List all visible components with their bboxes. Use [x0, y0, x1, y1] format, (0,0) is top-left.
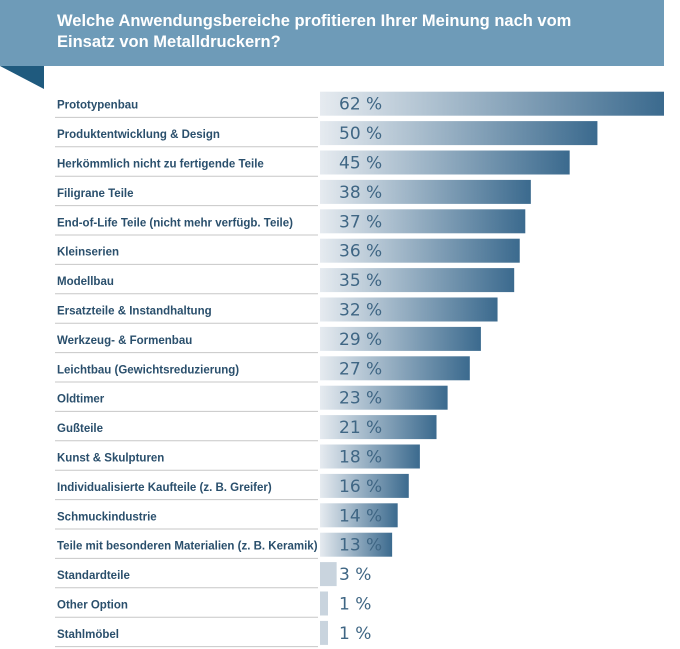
bar — [320, 620, 328, 645]
category-label: Kunst & Skulpturen — [57, 453, 164, 465]
category-label: Oldtimer — [57, 394, 105, 406]
bar — [320, 268, 515, 293]
bar — [320, 415, 437, 440]
category-label: Standardteile — [57, 570, 130, 582]
value-label: 62 % — [339, 95, 382, 115]
value-label: 1 % — [339, 595, 371, 615]
bar — [320, 356, 470, 381]
value-label: 50 % — [339, 124, 382, 144]
value-label: 29 % — [339, 330, 382, 350]
category-label: Herkömmlich nicht zu fertigende Teile — [57, 159, 264, 171]
bar — [320, 297, 498, 322]
bar — [320, 121, 598, 146]
bar — [320, 326, 481, 351]
value-label: 23 % — [339, 389, 382, 409]
value-label: 37 % — [339, 212, 382, 232]
category-label: Filigrane Teile — [57, 188, 133, 200]
chart-title: Welche Anwendungsbereiche profitieren Ih… — [57, 12, 572, 51]
bar — [320, 150, 570, 175]
value-label: 36 % — [339, 242, 382, 262]
value-label: 21 % — [339, 418, 382, 438]
title-banner — [0, 0, 664, 66]
bar — [320, 591, 328, 616]
value-label: 1 % — [339, 624, 371, 644]
category-label: Gußteile — [57, 423, 103, 435]
banner-fold-corner — [0, 66, 44, 89]
bar — [320, 503, 398, 528]
category-label: Teile mit besonderen Materialien (z. B. … — [57, 541, 318, 553]
value-label: 27 % — [339, 359, 382, 379]
bar — [320, 444, 420, 469]
category-label: Schmuckindustrie — [57, 511, 157, 523]
category-label: Werkzeug- & Formenbau — [57, 335, 192, 347]
bar — [320, 562, 337, 587]
category-label: Kleinserien — [57, 247, 119, 259]
value-label: 14 % — [339, 506, 382, 526]
category-label: Individualisierte Kaufteile (z. B. Greif… — [57, 482, 272, 494]
bar — [320, 179, 531, 204]
value-label: 18 % — [339, 448, 382, 468]
bar — [320, 473, 409, 498]
bar — [320, 209, 526, 234]
value-label: 35 % — [339, 271, 382, 291]
category-label: Modellbau — [57, 276, 114, 288]
bar — [320, 532, 393, 557]
category-label: Ersatzteile & Instandhaltung — [57, 306, 212, 318]
value-label: 45 % — [339, 154, 382, 174]
category-label: Leichtbau (Gewichtsreduzierung) — [57, 364, 239, 376]
value-label: 13 % — [339, 536, 382, 556]
bar — [320, 238, 520, 263]
bar — [320, 91, 664, 116]
value-label: 3 % — [339, 565, 371, 585]
category-label: Other Option — [57, 600, 128, 612]
value-label: 16 % — [339, 477, 382, 497]
bar — [320, 385, 448, 410]
category-label: Produktentwicklung & Design — [57, 129, 220, 141]
value-label: 32 % — [339, 301, 382, 321]
category-label: Stahlmöbel — [57, 629, 119, 641]
category-label: End-of-Life Teile (nicht mehr verfügb. T… — [57, 217, 293, 229]
value-label: 38 % — [339, 183, 382, 203]
category-label: Prototypenbau — [57, 100, 138, 112]
